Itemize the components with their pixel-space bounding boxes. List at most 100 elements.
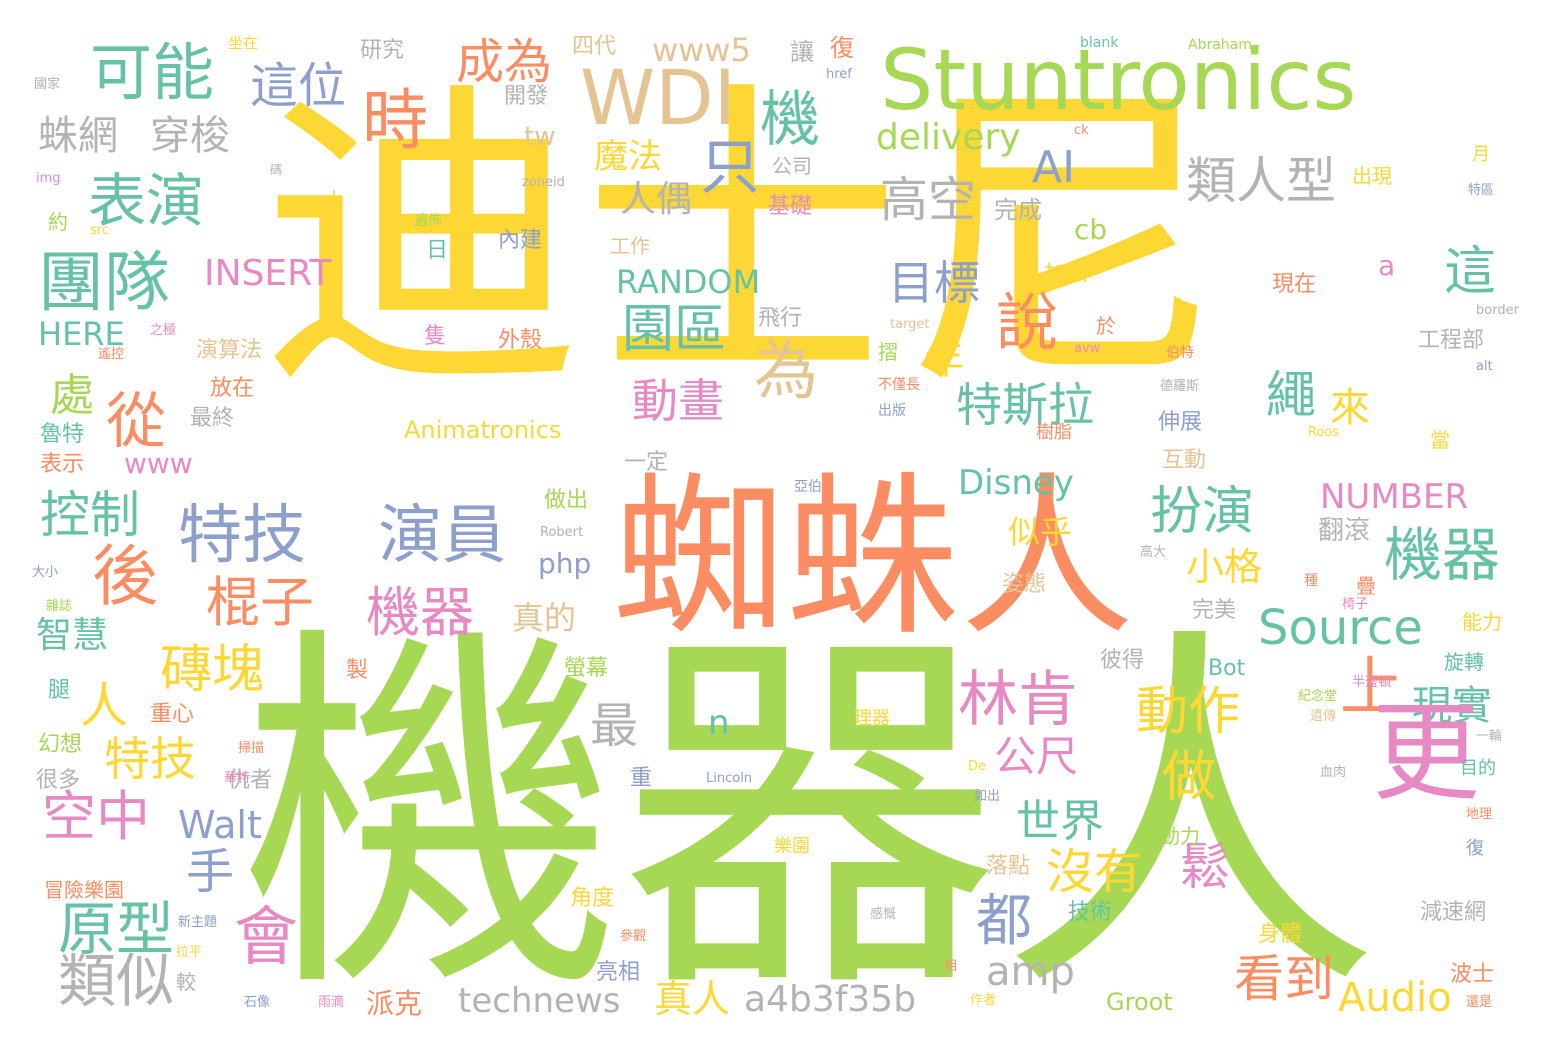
cloud-word: 最 xyxy=(590,698,639,754)
cloud-word: 演員 xyxy=(378,499,506,573)
cloud-word: amp xyxy=(986,949,1075,995)
cloud-word: 亮相 xyxy=(596,960,641,985)
cloud-word: 小格 xyxy=(1186,545,1263,589)
cloud-word: 特技 xyxy=(178,499,306,573)
cloud-word: 飛行 xyxy=(758,306,803,331)
cloud-word: 鬆 xyxy=(1180,838,1230,896)
cloud-word: 技術 xyxy=(1068,900,1113,925)
cloud-word: 機器 xyxy=(366,581,474,644)
cloud-word: Lincoln xyxy=(706,771,753,786)
cloud-word: 人偶 xyxy=(620,179,693,220)
cloud-word: 能力 xyxy=(1462,610,1502,634)
cloud-word: Robert xyxy=(540,525,584,540)
cloud-word: 說 xyxy=(996,286,1059,359)
cloud-word: NUMBER xyxy=(1320,477,1469,517)
cloud-word: Roos xyxy=(1308,425,1340,440)
cloud-word: cb xyxy=(1074,213,1108,246)
cloud-word: 德羅斯 xyxy=(1160,379,1200,394)
cloud-word: 種 xyxy=(1304,573,1318,589)
cloud-word: 研究 xyxy=(360,38,405,63)
cloud-word: 類似 xyxy=(58,947,175,1015)
cloud-word: 空中 xyxy=(42,785,150,848)
cloud-word: 成為 xyxy=(456,34,553,90)
cloud-word: 目標 xyxy=(888,256,980,310)
cloud-word: 來 xyxy=(1330,385,1370,431)
cloud-word: www xyxy=(124,447,193,480)
cloud-word: 從 xyxy=(106,387,166,457)
cloud-word: 大小 xyxy=(32,565,59,580)
cloud-word: 翻滾 xyxy=(1318,516,1371,546)
cloud-word: 角度 xyxy=(570,886,615,911)
cloud-word: 身體 xyxy=(1258,922,1303,947)
cloud-word: 一輪 xyxy=(1476,729,1503,744)
cloud-word: 年 xyxy=(924,337,964,383)
cloud-word: 參觀 xyxy=(620,929,647,944)
cloud-word: 復 xyxy=(1466,838,1484,859)
cloud-word: 螢幕 xyxy=(564,656,609,681)
cloud-word: 理器 xyxy=(854,708,890,729)
cloud-word: 特技 xyxy=(104,732,196,786)
cloud-word: 姿態 xyxy=(1002,572,1047,597)
cloud-word: 高大 xyxy=(1140,545,1167,560)
cloud-word: 當 xyxy=(1430,428,1450,452)
cloud-word: blank xyxy=(1080,35,1119,51)
cloud-word: 互動 xyxy=(1162,448,1207,473)
cloud-word: 內建 xyxy=(498,228,543,253)
cloud-word: 半盔頓 xyxy=(1352,675,1392,690)
cloud-word: 做 xyxy=(1162,745,1216,808)
cloud-word: 開發 xyxy=(504,84,549,109)
cloud-word: 冒險樂園 xyxy=(44,878,124,902)
cloud-word: 日 xyxy=(426,238,449,263)
cloud-word: 頓動力 xyxy=(1140,824,1200,848)
cloud-word: 這 xyxy=(1444,242,1497,302)
cloud-word: ck xyxy=(1074,123,1089,138)
cloud-word: 遺傳 xyxy=(1310,709,1337,724)
cloud-word: 椅子 xyxy=(1342,597,1369,612)
cloud-word: 雜誌 xyxy=(46,599,73,614)
cloud-word: 沒有 xyxy=(1046,844,1143,900)
cloud-word: 公司 xyxy=(772,154,812,178)
cloud-word: 高空 xyxy=(880,172,977,228)
cloud-word: 樂園 xyxy=(774,836,810,857)
cloud-word: tw xyxy=(524,122,556,152)
cloud-word: 完美 xyxy=(1192,598,1237,623)
cloud-word: 後 xyxy=(92,538,158,615)
cloud-word: 血肉 xyxy=(1320,765,1347,780)
cloud-word: 現實 xyxy=(1412,683,1492,729)
cloud-word: De xyxy=(968,759,987,774)
cloud-word: 可能 xyxy=(90,36,215,109)
cloud-word: 基礎 xyxy=(768,194,813,219)
cloud-word: 智慧 xyxy=(36,615,109,656)
cloud-word: 世界 xyxy=(1016,796,1104,847)
cloud-word: php xyxy=(538,547,592,580)
cloud-word: 磚塊 xyxy=(160,640,265,700)
cloud-word: 遍佈 xyxy=(414,213,442,229)
cloud-word: 摺 xyxy=(878,340,898,364)
cloud-word: 外殼 xyxy=(498,328,543,353)
cloud-word: avw xyxy=(1074,341,1101,356)
cloud-word: 更 xyxy=(1372,691,1481,816)
cloud-word: 真人 xyxy=(654,977,731,1021)
cloud-word: 如出 xyxy=(974,789,1001,804)
cloud-word: 坐在 xyxy=(228,34,259,52)
cloud-word: 繩 xyxy=(1266,366,1316,424)
cloud-word: 大 xyxy=(324,188,344,212)
cloud-word: 會 xyxy=(234,901,298,975)
cloud-word: n xyxy=(708,703,730,743)
cloud-word: 原型 xyxy=(58,895,175,963)
cloud-word: 林肯 xyxy=(958,665,1078,735)
cloud-word: 表演 xyxy=(88,167,205,235)
cloud-word: 作者 xyxy=(970,993,997,1008)
cloud-word: 疊 xyxy=(1356,574,1376,598)
cloud-word: 石像 xyxy=(244,995,271,1010)
cloud-word: 還是 xyxy=(1466,995,1493,1010)
cloud-word: 最終 xyxy=(190,406,235,431)
cloud-word: zoneid xyxy=(522,175,565,190)
cloud-word: 完成 xyxy=(994,196,1042,224)
cloud-word: 碼 xyxy=(270,163,283,177)
cloud-word: 遙控 xyxy=(98,347,125,362)
cloud-word: target xyxy=(890,317,930,332)
cloud-word: 旋轉 xyxy=(1444,650,1484,674)
cloud-word: a xyxy=(1378,249,1396,282)
cloud-word: 樹脂 xyxy=(1036,422,1072,443)
